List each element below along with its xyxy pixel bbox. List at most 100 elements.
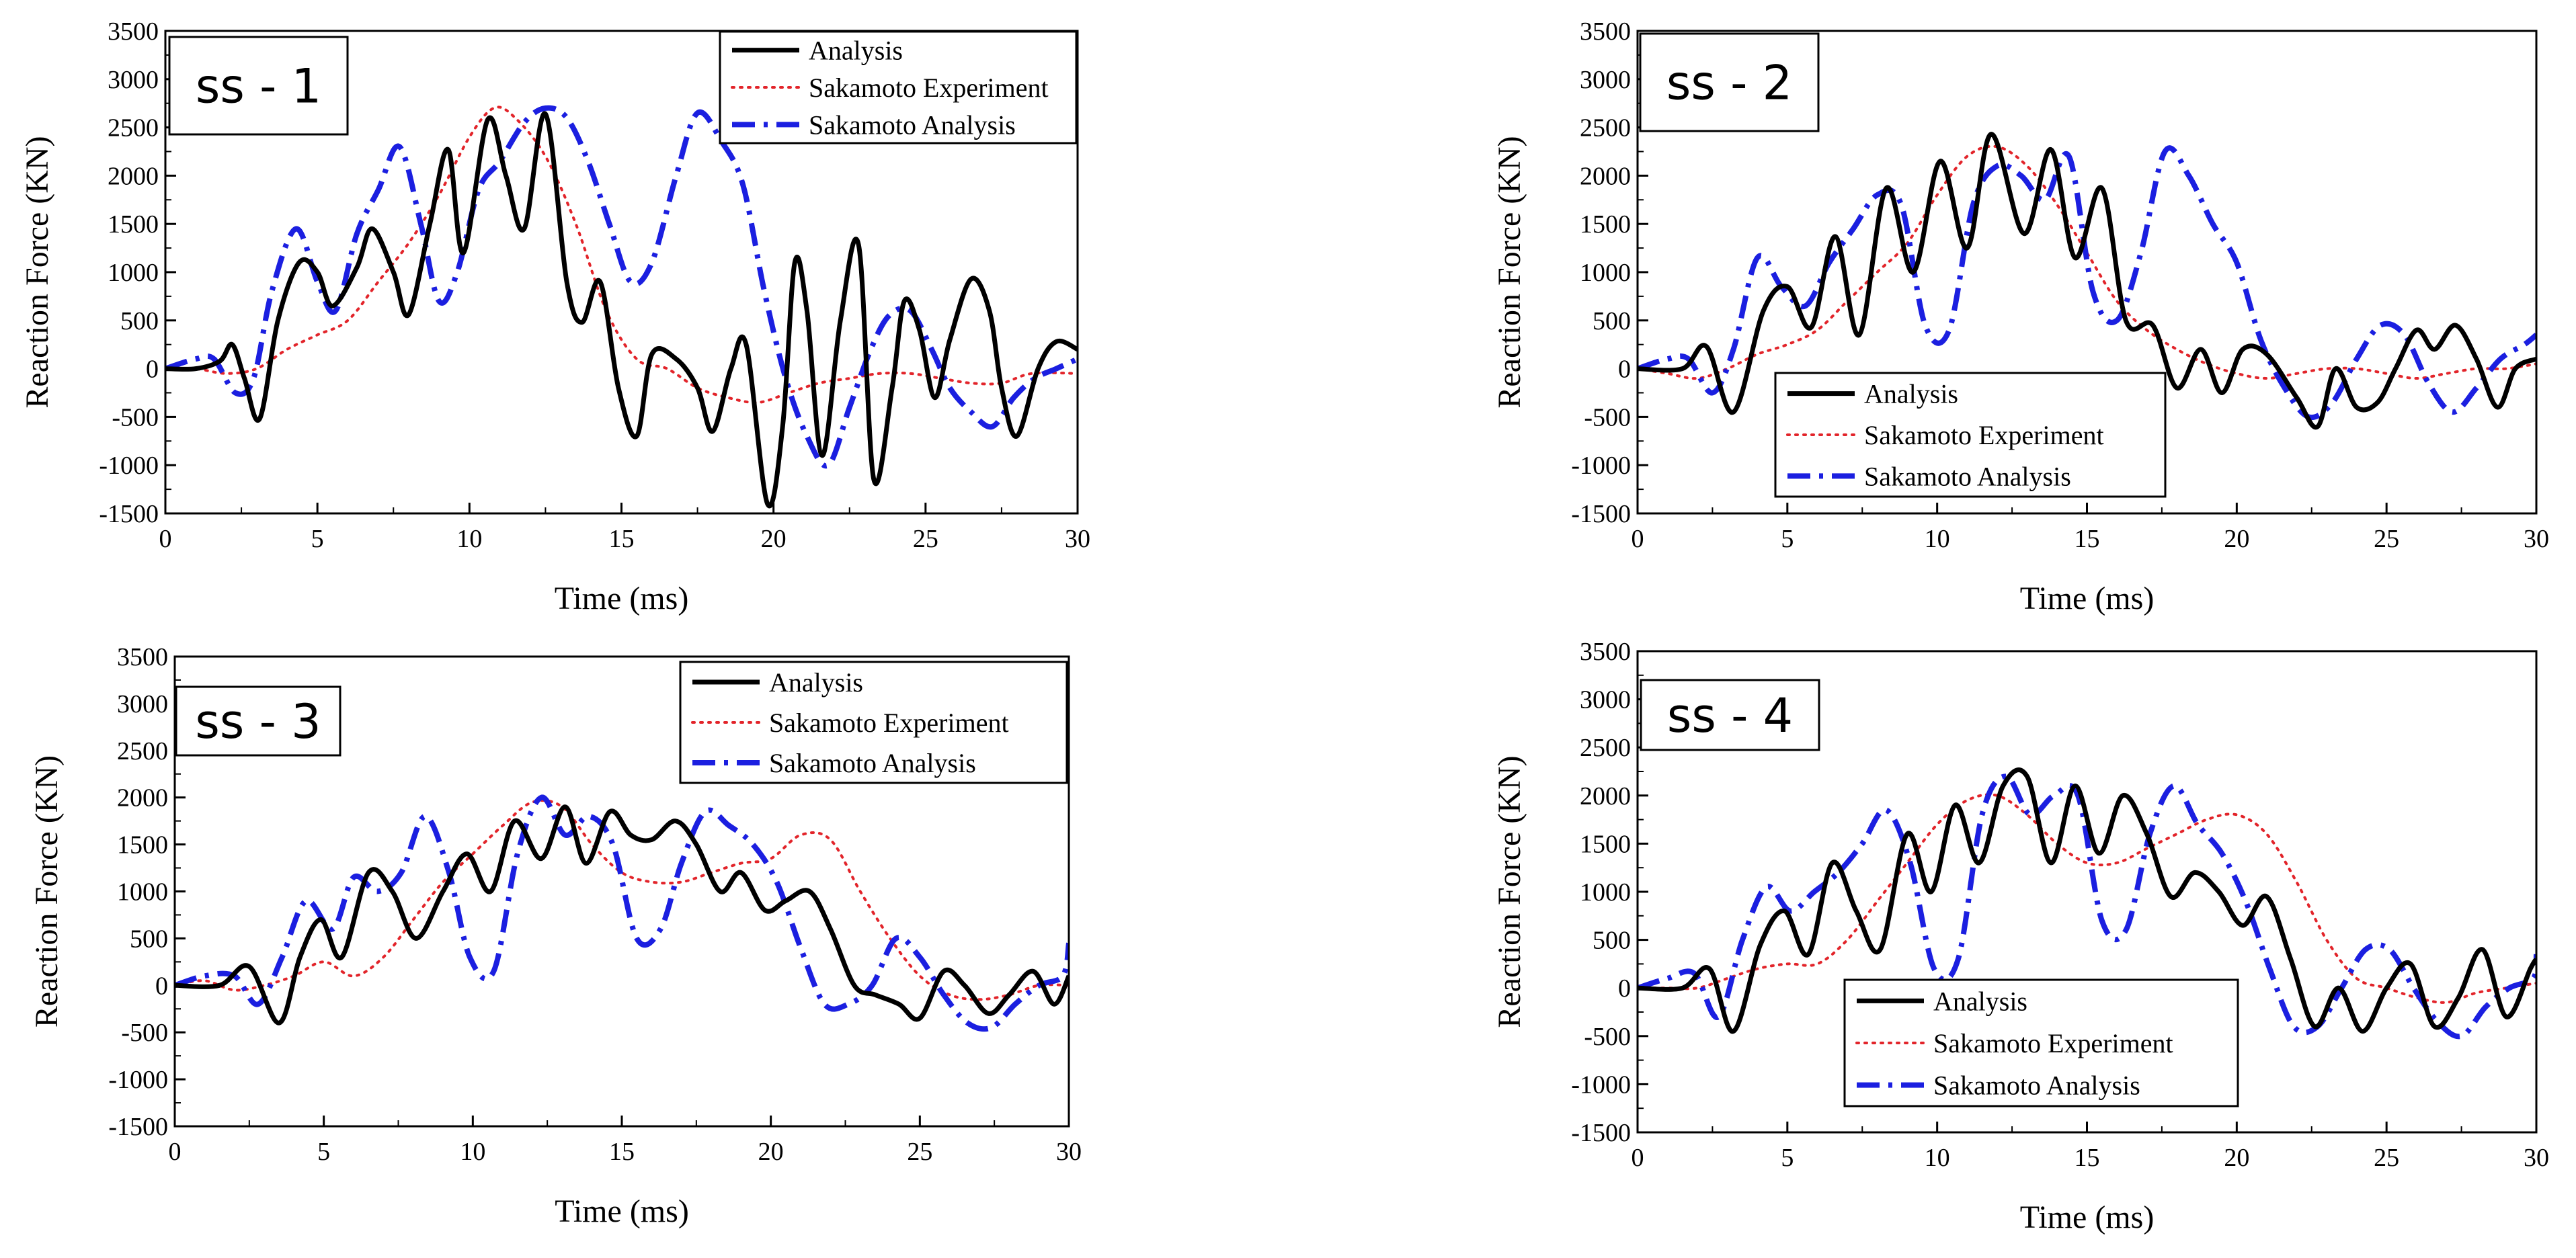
- legend-entry: Sakamoto Analysis: [809, 110, 1016, 140]
- y-tick-label: -500: [1584, 1023, 1631, 1051]
- panel-label-box: [168, 36, 349, 136]
- x-tick-label: 30: [1065, 525, 1090, 553]
- legend-entry: Sakamoto Experiment: [809, 73, 1049, 103]
- x-tick-label: 30: [2524, 1144, 2549, 1172]
- y-tick-label: 500: [120, 307, 159, 335]
- y-tick-label: 1000: [1580, 878, 1631, 907]
- legend: Analysis Sakamoto Experiment Sakamoto Anal…: [1774, 372, 2167, 498]
- series-group: [1638, 132, 2536, 430]
- x-tick-label: 0: [1632, 525, 1644, 553]
- panel-label-box: [1640, 679, 1820, 751]
- y-tick-label: 1500: [117, 831, 168, 859]
- x-tick-label: 5: [1781, 1144, 1794, 1172]
- legend-entry: Analysis: [1933, 986, 2027, 1016]
- series-line-sakamoto-analysis: [165, 105, 1078, 469]
- x-tick-label: 5: [317, 1138, 330, 1166]
- chart-panel-3: -1500 -1000 -500 0 500 1000 1500 2000 2500 3000 35…: [29, 643, 1082, 1229]
- y-tick-label: 2500: [117, 737, 168, 765]
- x-tick-label: 0: [169, 1138, 182, 1166]
- y-tick-label: 2000: [1580, 782, 1631, 810]
- y-tick-label: -500: [112, 403, 159, 431]
- y-tick-label: 3500: [1580, 638, 1631, 666]
- x-tick-label: 10: [1925, 1144, 1950, 1172]
- x-tick-label: 25: [913, 525, 938, 553]
- x-tick-label: 10: [460, 1138, 485, 1166]
- legend: Analysis Sakamoto Experiment Sakamoto Anal…: [719, 30, 1078, 144]
- x-tick-label: 10: [1925, 525, 1950, 553]
- series-line-sakamoto-analysis: [175, 794, 1069, 1032]
- panel-label: ss - 3: [195, 694, 321, 749]
- series-line-sakamoto-experiment: [175, 799, 1069, 1001]
- x-tick-label: 25: [2374, 525, 2399, 553]
- panel-label: ss - 1: [196, 59, 321, 114]
- y-tick-label: 2500: [1580, 734, 1631, 762]
- y-tick-label: 3000: [1580, 66, 1631, 94]
- y-tick-label: 0: [1618, 974, 1631, 1003]
- x-tick-label: 15: [609, 525, 635, 553]
- y-tick-label: 2000: [108, 162, 159, 190]
- x-tick-label: 15: [2075, 525, 2100, 553]
- y-tick-label: -1500: [108, 1113, 168, 1141]
- x-tick-label: 15: [2075, 1144, 2100, 1172]
- y-tick-label: 1500: [1580, 210, 1631, 239]
- series-group: [165, 105, 1078, 509]
- series-group: [175, 794, 1069, 1032]
- series-line-sakamoto-analysis: [1638, 773, 2536, 1040]
- legend-entry: Sakamoto Analysis: [769, 748, 976, 778]
- x-axis-label: Time (ms): [555, 1193, 689, 1229]
- legend-entry: Analysis: [769, 667, 863, 698]
- y-tick-label: 500: [1593, 307, 1631, 335]
- x-tick-label: 20: [758, 1138, 784, 1166]
- legend-entry: Analysis: [809, 36, 903, 66]
- y-tick-label: 2000: [117, 784, 168, 812]
- series-line-analysis: [175, 804, 1069, 1025]
- x-tick-label: 10: [456, 525, 482, 553]
- legend-entry: Sakamoto Experiment: [1933, 1028, 2173, 1058]
- x-axis-label: Time (ms): [555, 581, 689, 616]
- y-tick-label: -1500: [1571, 1119, 1631, 1147]
- x-tick-label: 20: [761, 525, 787, 553]
- panel-label-box: [1639, 32, 1820, 132]
- series-line-sakamoto-experiment: [1638, 144, 2536, 380]
- panel-label-box: [175, 685, 341, 757]
- series-group: [1638, 767, 2536, 1040]
- y-tick-label: 0: [155, 972, 168, 1000]
- y-tick-label: -500: [121, 1019, 168, 1047]
- x-axis-label: Time (ms): [2020, 1200, 2155, 1235]
- series-line-sakamoto-analysis: [1638, 145, 2536, 421]
- y-tick-label: -500: [1584, 403, 1631, 431]
- legend-entry: Analysis: [1864, 379, 1958, 409]
- y-tick-label: 1000: [117, 878, 168, 907]
- legend-entry: Sakamoto Analysis: [1933, 1071, 2140, 1101]
- x-tick-label: 5: [311, 525, 324, 553]
- x-tick-label: 20: [2224, 525, 2249, 553]
- legend: Analysis Sakamoto Experiment Sakamoto Anal…: [1843, 978, 2239, 1107]
- y-tick-label: 0: [1618, 355, 1631, 384]
- y-tick-label: -1500: [1571, 500, 1631, 528]
- chart-panel-4: -1500 -1000 -500 0 500 1000 1500 2000 2500 3000 35…: [1492, 638, 2549, 1235]
- y-tick-label: -1500: [99, 500, 159, 528]
- y-tick-label: 500: [130, 925, 168, 953]
- x-tick-label: 5: [1781, 525, 1794, 553]
- legend: Analysis Sakamoto Experiment Sakamoto Anal…: [679, 661, 1068, 784]
- y-tick-label: 3000: [1580, 686, 1631, 714]
- legend-entry: Sakamoto Analysis: [1864, 461, 2071, 491]
- series-line-analysis: [165, 111, 1078, 509]
- y-tick-label: -1000: [108, 1066, 168, 1094]
- series-line-sakamoto-experiment: [1638, 793, 2536, 1004]
- series-line-analysis: [1638, 132, 2536, 430]
- y-tick-label: -1000: [99, 452, 159, 480]
- y-axis-label: Reaction Force (KN): [29, 755, 65, 1028]
- y-tick-label: 1500: [1580, 830, 1631, 858]
- y-tick-label: -1000: [1571, 1071, 1631, 1099]
- y-tick-label: 1000: [1580, 259, 1631, 287]
- y-tick-label: 3500: [117, 643, 168, 671]
- series-line-analysis: [1638, 767, 2536, 1034]
- x-tick-label: 0: [159, 525, 172, 553]
- x-tick-label: 30: [2524, 525, 2549, 553]
- y-tick-label: 3000: [108, 66, 159, 94]
- x-tick-label: 20: [2224, 1144, 2249, 1172]
- y-tick-label: 500: [1593, 927, 1631, 955]
